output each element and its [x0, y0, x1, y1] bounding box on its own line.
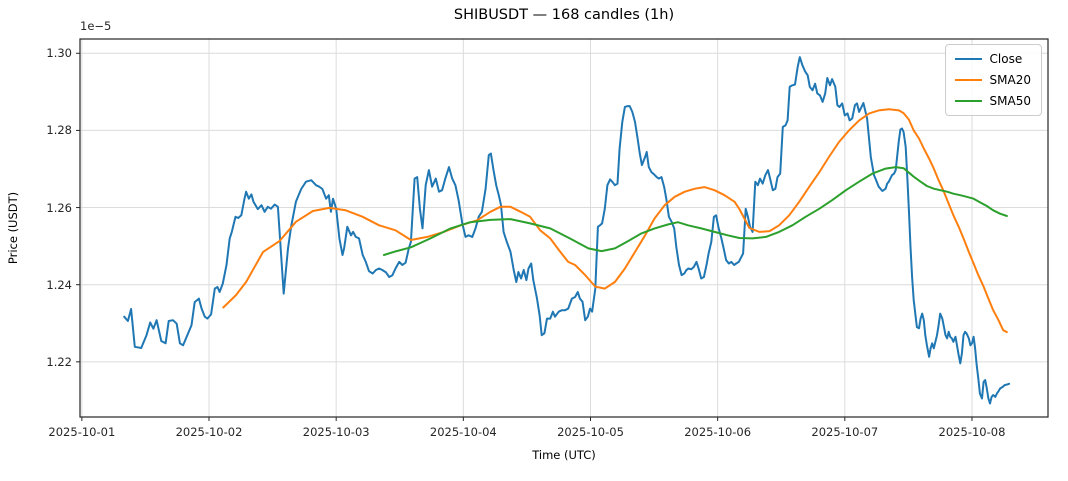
legend-label-close: Close [989, 52, 1023, 66]
y-tick-label: 1.26 [46, 200, 72, 215]
sma50-line-swatch [954, 100, 982, 102]
x-tick-label: 2025-10-01 [48, 425, 116, 439]
legend-item-sma50: SMA50 [954, 94, 1031, 108]
series-line-sma50 [382, 166, 1008, 256]
series-line-sma20 [222, 108, 1008, 334]
y-tick-label: 1.22 [46, 354, 72, 369]
x-tick-label: 2025-10-06 [684, 425, 752, 439]
y-tick-label: 1.24 [46, 277, 72, 292]
x-tick-label: 2025-10-05 [557, 425, 624, 439]
series-line-close [123, 56, 1011, 405]
x-tick-label: 2025-10-02 [175, 425, 243, 439]
x-tick-label: 2025-10-07 [811, 425, 879, 439]
y-axis-offset-label: 1e−5 [80, 19, 112, 33]
x-tick-label: 2025-10-03 [302, 425, 370, 439]
x-tick-label: 2025-10-08 [938, 425, 1006, 439]
y-tick-label: 1.30 [46, 46, 72, 61]
x-tick-label: 2025-10-04 [429, 425, 497, 439]
axes-spines [79, 38, 1049, 418]
chart-title: SHIBUSDT — 168 candles (1h) [453, 7, 675, 23]
legend-item-close: Close [954, 52, 1031, 66]
y-axis-label: Price (USDT) [6, 191, 20, 265]
legend: Close SMA20 SMA50 [944, 44, 1042, 116]
legend-item-sma20: SMA20 [954, 73, 1031, 87]
legend-label-sma20: SMA20 [989, 73, 1031, 87]
close-line-swatch [954, 58, 982, 60]
legend-label-sma50: SMA50 [989, 94, 1031, 108]
sma20-line-swatch [954, 79, 982, 81]
y-tick-label: 1.28 [46, 123, 72, 138]
x-axis-label: Time (UTC) [532, 448, 596, 462]
